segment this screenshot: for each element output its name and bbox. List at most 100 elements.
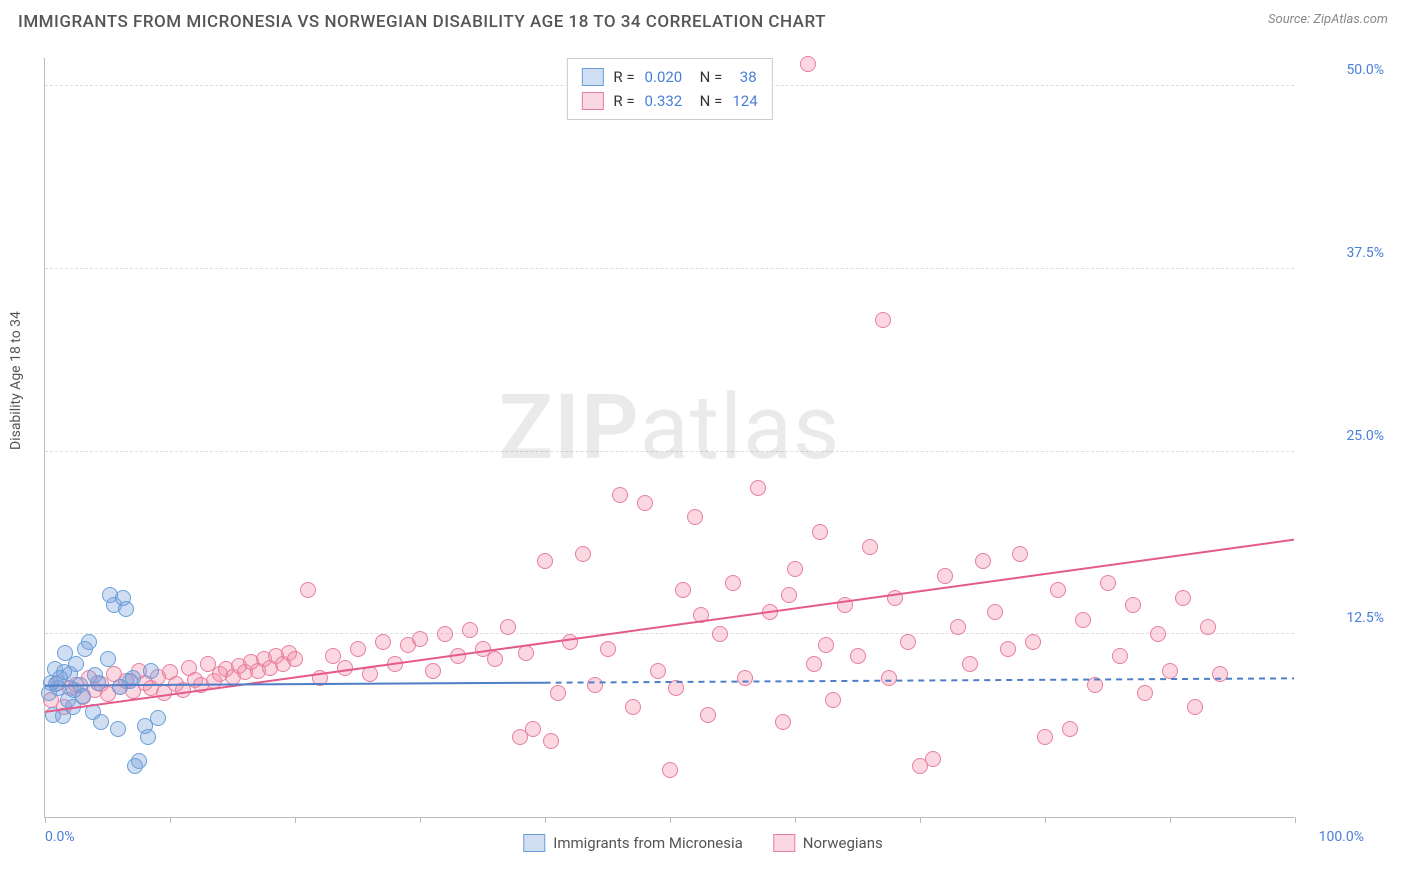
scatter-point-norwegians	[1037, 729, 1053, 745]
scatter-point-micronesia	[143, 663, 159, 679]
n-label: N =	[692, 65, 722, 89]
scatter-point-norwegians	[925, 751, 941, 767]
r-label: R =	[613, 89, 634, 113]
scatter-point-norwegians	[806, 656, 822, 672]
plot-area: R = 0.020 N = 38 R = 0.332 N = 124 ZIPat…	[44, 58, 1294, 818]
scatter-point-norwegians	[1175, 590, 1191, 606]
scatter-point-norwegians	[693, 607, 709, 623]
scatter-point-norwegians	[862, 539, 878, 555]
y-tick-label: 50.0%	[1304, 62, 1384, 78]
scatter-point-norwegians	[887, 590, 903, 606]
scatter-point-norwegians	[587, 677, 603, 693]
n-value-norwegians: 124	[732, 89, 757, 113]
x-tick	[420, 817, 421, 823]
scatter-point-norwegians	[462, 622, 478, 638]
scatter-point-norwegians	[950, 619, 966, 635]
scatter-point-norwegians	[550, 685, 566, 701]
legend-item-norwegians: Norwegians	[773, 834, 883, 852]
legend-label-micronesia: Immigrants from Micronesia	[553, 834, 743, 852]
scatter-point-norwegians	[975, 553, 991, 569]
r-value-norwegians: 0.332	[645, 89, 683, 113]
scatter-point-norwegians	[712, 626, 728, 642]
scatter-point-micronesia	[100, 651, 116, 667]
scatter-point-norwegians	[612, 487, 628, 503]
scatter-point-micronesia	[110, 721, 126, 737]
scatter-point-norwegians	[625, 699, 641, 715]
scatter-point-norwegians	[687, 509, 703, 525]
scatter-point-norwegians	[575, 546, 591, 562]
scatter-point-norwegians	[875, 312, 891, 328]
scatter-point-norwegians	[812, 524, 828, 540]
stats-legend: R = 0.020 N = 38 R = 0.332 N = 124	[566, 58, 772, 120]
y-tick-label: 25.0%	[1304, 428, 1384, 444]
scatter-point-norwegians	[537, 553, 553, 569]
swatch-norwegians	[773, 834, 795, 852]
scatter-point-norwegians	[781, 587, 797, 603]
stats-row-micronesia: R = 0.020 N = 38	[581, 65, 757, 89]
scatter-point-micronesia	[140, 729, 156, 745]
scatter-point-micronesia	[127, 758, 143, 774]
y-tick-label: 12.5%	[1304, 610, 1384, 626]
scatter-point-norwegians	[725, 575, 741, 591]
scatter-point-norwegians	[1150, 626, 1166, 642]
scatter-point-norwegians	[375, 634, 391, 650]
scatter-point-norwegians	[1137, 685, 1153, 701]
scatter-point-micronesia	[115, 590, 131, 606]
scatter-point-micronesia	[150, 710, 166, 726]
scatter-point-norwegians	[1087, 677, 1103, 693]
x-tick	[1045, 817, 1046, 823]
scatter-point-norwegians	[1112, 648, 1128, 664]
n-label: N =	[692, 89, 722, 113]
scatter-point-norwegians	[1200, 619, 1216, 635]
scatter-point-norwegians	[437, 626, 453, 642]
scatter-point-norwegians	[937, 568, 953, 584]
x-tick-label: 100.0%	[1319, 829, 1364, 845]
scatter-point-norwegians	[668, 680, 684, 696]
scatter-point-norwegians	[412, 631, 428, 647]
scatter-point-norwegians	[775, 714, 791, 730]
scatter-point-norwegians	[600, 641, 616, 657]
series-legend: Immigrants from Micronesia Norwegians	[523, 834, 882, 852]
legend-label-norwegians: Norwegians	[803, 834, 883, 852]
scatter-point-norwegians	[1062, 721, 1078, 737]
source-attribution: Source: ZipAtlas.com	[1268, 12, 1388, 27]
scatter-point-norwegians	[387, 656, 403, 672]
x-tick	[545, 817, 546, 823]
scatter-point-norwegians	[637, 495, 653, 511]
scatter-point-norwegians	[818, 637, 834, 653]
scatter-point-norwegians	[675, 582, 691, 598]
scatter-point-micronesia	[77, 641, 93, 657]
chart-title: IMMIGRANTS FROM MICRONESIA VS NORWEGIAN …	[18, 12, 826, 32]
r-value-micronesia: 0.020	[645, 65, 683, 89]
scatter-point-norwegians	[312, 670, 328, 686]
scatter-point-norwegians	[1100, 575, 1116, 591]
x-tick	[920, 817, 921, 823]
scatter-point-norwegians	[1000, 641, 1016, 657]
scatter-point-norwegians	[850, 648, 866, 664]
scatter-point-norwegians	[737, 670, 753, 686]
legend-item-micronesia: Immigrants from Micronesia	[523, 834, 743, 852]
scatter-point-norwegians	[987, 604, 1003, 620]
scatter-point-norwegians	[825, 692, 841, 708]
scatter-point-norwegians	[287, 651, 303, 667]
x-tick	[170, 817, 171, 823]
scatter-point-norwegians	[750, 480, 766, 496]
swatch-micronesia	[581, 68, 603, 86]
scatter-point-norwegians	[762, 604, 778, 620]
scatter-point-norwegians	[1212, 666, 1228, 682]
scatter-point-norwegians	[362, 666, 378, 682]
scatter-point-norwegians	[425, 663, 441, 679]
scatter-point-norwegians	[662, 762, 678, 778]
scatter-point-micronesia	[66, 682, 82, 698]
swatch-micronesia	[523, 834, 545, 852]
scatter-point-norwegians	[650, 663, 666, 679]
scatter-point-micronesia	[48, 676, 64, 692]
x-tick	[295, 817, 296, 823]
scatter-point-norwegians	[337, 660, 353, 676]
scatter-point-micronesia	[93, 714, 109, 730]
scatter-point-norwegians	[1050, 582, 1066, 598]
scatter-point-norwegians	[1025, 634, 1041, 650]
n-value-micronesia: 38	[732, 65, 756, 89]
scatter-point-norwegians	[543, 733, 559, 749]
scatter-point-norwegians	[350, 641, 366, 657]
